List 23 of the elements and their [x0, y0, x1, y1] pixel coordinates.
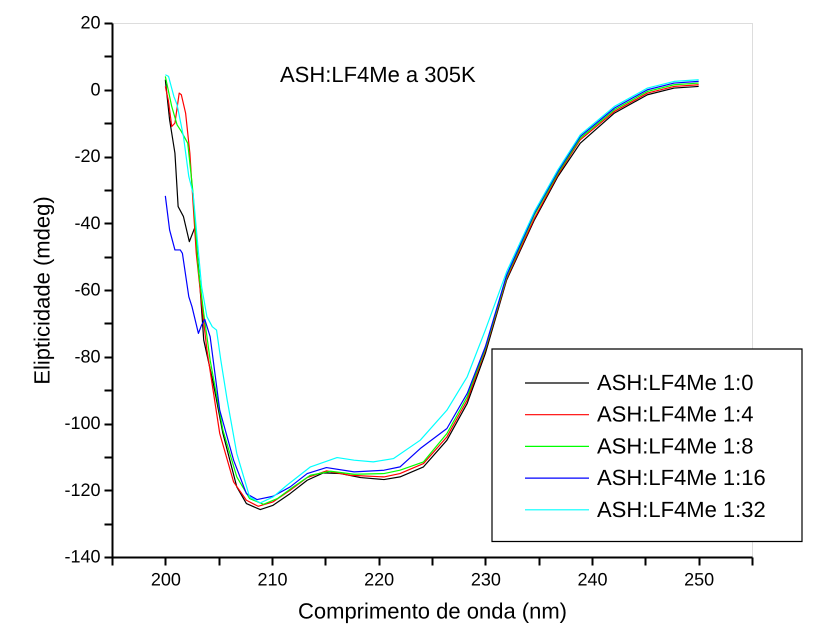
y-tick-label: -40	[74, 212, 100, 233]
y-tick-label: 20	[80, 12, 100, 32]
x-tick-label: 220	[364, 570, 394, 590]
legend-label: ASH:LF4Me 1:4	[597, 402, 754, 427]
x-tick-label: 250	[684, 570, 714, 590]
legend-label: ASH:LF4Me 1:8	[597, 433, 754, 458]
legend-label: ASH:LF4Me 1:16	[597, 465, 766, 490]
y-tick-label: -80	[74, 346, 100, 366]
x-tick-label: 230	[470, 570, 501, 590]
x-tick-label: 210	[257, 570, 288, 590]
annotation: ASH:LF4Me a 305K	[280, 62, 476, 87]
x-axis-title: Comprimento de onda (nm)	[298, 598, 568, 624]
y-tick-label: -120	[64, 480, 100, 500]
y-tick-label: -100	[64, 413, 100, 433]
y-tick-label: 0	[90, 79, 100, 100]
x-tick-label: 200	[150, 570, 181, 590]
y-tick-label: -20	[74, 146, 100, 166]
y-axis-title: Elipticidade (mdeg)	[29, 196, 54, 385]
y-tick-label: -60	[74, 280, 100, 300]
legend-label: ASH:LF4Me 1:32	[597, 496, 766, 522]
legend-label: ASH:LF4Me 1:0	[597, 370, 754, 395]
y-tick-label: -140	[64, 546, 100, 566]
x-tick-label: 240	[577, 570, 608, 590]
